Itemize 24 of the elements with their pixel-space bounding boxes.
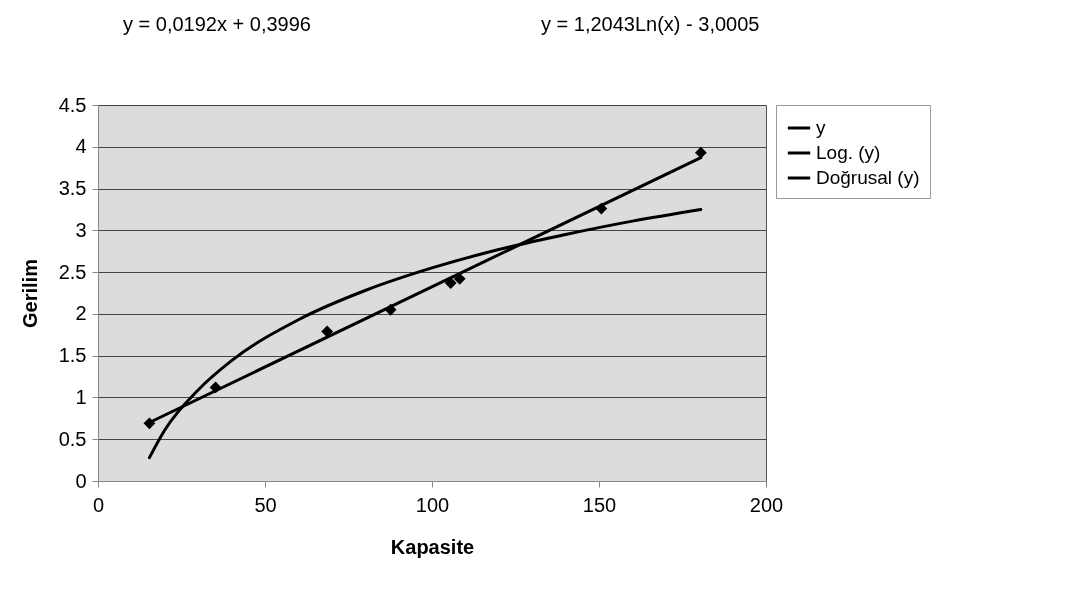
legend-label: Log. (y)	[816, 142, 881, 163]
y-tick-label: 1	[75, 385, 87, 408]
x-tick-label: 50	[254, 493, 277, 516]
y-tick-label: 4	[75, 135, 87, 158]
y-tick-label: 4.5	[58, 93, 87, 116]
y-axis-title: Gerilim	[18, 259, 41, 328]
text: y = 1,2043Ln(x) - 3,0005	[541, 13, 760, 35]
x-axis-title: Kapasite	[390, 535, 475, 558]
y-tick-label: 1.5	[58, 344, 87, 367]
y-tick-label: 2	[75, 302, 87, 325]
legend-label: Doğrusal (y)	[816, 167, 920, 188]
y-tick-label: 3	[75, 218, 87, 241]
y-tick-label: 3.5	[58, 177, 87, 200]
text: y = 0,0192x + 0,3996	[123, 13, 311, 35]
point	[694, 146, 707, 159]
y-tick-label: 2.5	[58, 260, 87, 283]
legend-label: y	[816, 117, 826, 138]
x-tick-label: 150	[582, 493, 617, 516]
x-tick-label: 100	[415, 493, 450, 516]
y-tick-label: 0	[75, 469, 87, 492]
x-tick-label: 200	[749, 493, 784, 516]
x-tick-label: 0	[92, 493, 105, 516]
y-tick-label: 0.5	[58, 427, 87, 450]
point	[444, 277, 457, 289]
